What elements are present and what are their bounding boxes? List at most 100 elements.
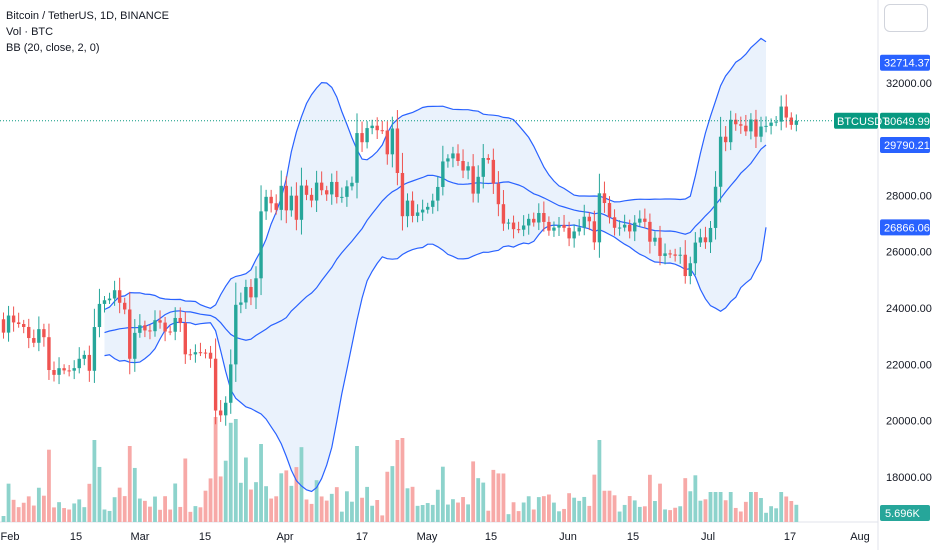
volume-bar bbox=[274, 496, 279, 522]
candle-body bbox=[325, 190, 329, 195]
volume-bar bbox=[425, 503, 430, 522]
volume-bar bbox=[82, 507, 87, 522]
volume-bar bbox=[658, 483, 662, 522]
last-price-badge bbox=[880, 112, 930, 129]
volume-bar bbox=[471, 461, 476, 522]
volume-bar bbox=[688, 491, 693, 522]
volume-bar bbox=[789, 501, 794, 522]
candle-body bbox=[97, 303, 102, 328]
volume-bar bbox=[153, 496, 157, 522]
candle-body bbox=[128, 309, 132, 359]
volume-bar bbox=[501, 473, 506, 522]
volume-bar bbox=[390, 466, 395, 522]
bb-upper-line bbox=[104, 37, 767, 311]
volume-bar bbox=[143, 500, 147, 522]
candle-body bbox=[153, 320, 157, 332]
candle-body bbox=[395, 128, 400, 173]
volume-bar bbox=[506, 514, 511, 522]
volume-bar bbox=[491, 469, 496, 522]
candle-body bbox=[501, 204, 506, 224]
candle-body bbox=[744, 125, 748, 132]
volume-bar bbox=[678, 506, 683, 522]
bb-basis-price-text: 29790.21 bbox=[884, 140, 930, 152]
candle-body bbox=[1, 319, 6, 333]
candle-body bbox=[188, 354, 193, 356]
volume-bar bbox=[516, 511, 521, 522]
volume-bar bbox=[304, 499, 309, 522]
volume-bar bbox=[193, 506, 198, 522]
candle-body bbox=[360, 133, 364, 143]
bb-lower-price-text: 26866.06 bbox=[884, 222, 930, 234]
candle-body bbox=[436, 186, 440, 201]
volume-bar bbox=[577, 500, 582, 522]
volume-bar bbox=[733, 507, 738, 522]
symbol-tag-text: BTCUSDT bbox=[837, 116, 889, 128]
candle-body bbox=[355, 133, 359, 183]
volume-bar bbox=[446, 504, 450, 522]
candle-body bbox=[764, 125, 768, 127]
volume-bar bbox=[137, 498, 142, 522]
volume-bar bbox=[617, 511, 622, 522]
candle-body bbox=[567, 227, 571, 239]
candle-body bbox=[264, 196, 268, 212]
volume-bar bbox=[476, 478, 481, 522]
candle-body bbox=[82, 354, 86, 359]
candle-body bbox=[203, 352, 208, 354]
volume-value-text: 5.696K bbox=[885, 508, 921, 520]
volume-bar bbox=[456, 502, 460, 522]
candle-body bbox=[622, 224, 627, 228]
volume-bar bbox=[430, 504, 435, 522]
candle-body bbox=[653, 237, 657, 242]
volume-bar bbox=[198, 507, 203, 522]
candle-body bbox=[552, 227, 556, 231]
candle-body bbox=[304, 185, 309, 195]
volume-bar bbox=[461, 497, 465, 522]
volume-bar bbox=[743, 501, 748, 522]
candle-body bbox=[229, 364, 233, 403]
candle-body bbox=[688, 263, 692, 277]
candle-body bbox=[663, 253, 667, 256]
candle-body bbox=[415, 212, 420, 216]
chart-settings-button[interactable] bbox=[884, 4, 928, 32]
volume-bar bbox=[259, 444, 263, 522]
volume-bar bbox=[269, 498, 274, 522]
volume-bar bbox=[370, 505, 375, 522]
candle-body bbox=[521, 225, 526, 230]
volume-bar bbox=[728, 492, 733, 522]
volume-bar bbox=[289, 485, 294, 522]
candle-body bbox=[698, 237, 703, 243]
volume-bar bbox=[249, 489, 253, 522]
candle-body bbox=[173, 317, 177, 332]
volume-bar bbox=[62, 508, 66, 522]
symbol-title[interactable]: Bitcoin / TetherUS, 1D, BINANCE bbox=[6, 10, 170, 22]
candle-body bbox=[365, 128, 369, 143]
candle-body bbox=[168, 331, 172, 333]
candle-body bbox=[198, 352, 203, 354]
candle-body bbox=[582, 216, 586, 228]
candle-body bbox=[67, 370, 71, 372]
candle-body bbox=[385, 130, 389, 155]
volume-bar bbox=[173, 483, 178, 522]
candle-body bbox=[693, 242, 698, 264]
candle-body bbox=[390, 128, 395, 155]
volume-bar bbox=[254, 482, 258, 522]
bb-band-fill bbox=[104, 38, 766, 492]
volume-indicator-label[interactable]: Vol · BTC bbox=[6, 26, 54, 38]
volume-bar bbox=[16, 507, 21, 522]
volume-bar bbox=[440, 466, 445, 522]
candle-body bbox=[370, 125, 374, 129]
volume-bar bbox=[47, 449, 51, 522]
candle-body bbox=[400, 172, 405, 217]
candles bbox=[1, 94, 799, 426]
bb-basis-price-badge bbox=[880, 137, 930, 154]
volume-bar bbox=[107, 510, 112, 522]
candle-body bbox=[446, 158, 450, 162]
candle-body bbox=[612, 217, 617, 228]
bollinger-bands-label[interactable]: BB (20, close, 2, 0) bbox=[6, 42, 100, 54]
candle-body bbox=[516, 229, 521, 231]
candle-body bbox=[471, 166, 475, 194]
candle-body bbox=[542, 212, 546, 222]
candle-body bbox=[633, 222, 637, 232]
volume-bar bbox=[698, 500, 703, 522]
